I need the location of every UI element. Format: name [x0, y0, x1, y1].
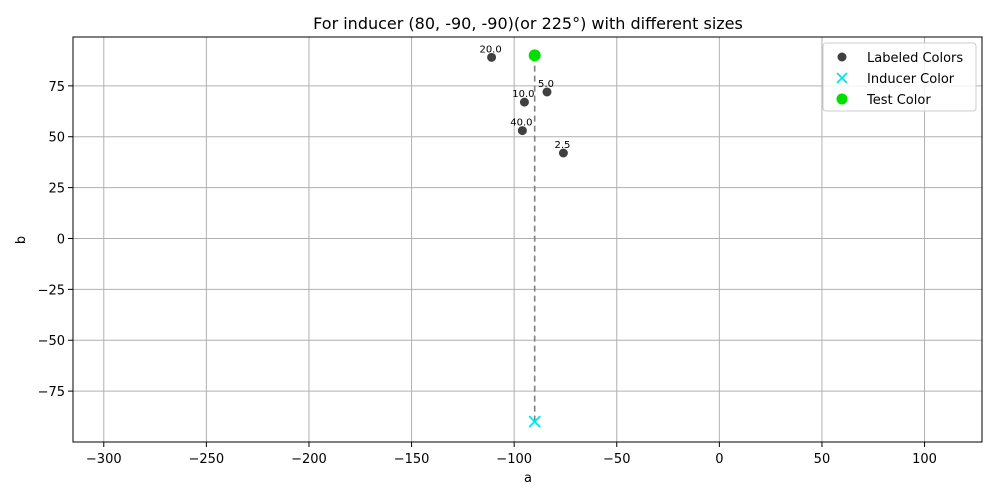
legend-box: [822, 42, 977, 112]
labeled-color-point: [517, 126, 527, 136]
legend-label: Labeled Colors: [867, 51, 963, 66]
point-label: 40.0: [510, 118, 532, 129]
x-tick-label: −50: [603, 452, 630, 467]
point-label: 10.0: [512, 89, 534, 100]
x-tick-label: −250: [189, 452, 225, 467]
labeled-color-point: [487, 52, 497, 62]
data-marks: 20.0 5.0 10.0 40.0 2.5: [479, 44, 570, 428]
point-label: 5.0: [538, 79, 554, 90]
legend-marker: [836, 72, 848, 84]
x-tick-label: 50: [814, 452, 831, 467]
x-axis-label: a: [524, 471, 532, 486]
x-tick-label: −200: [291, 452, 327, 467]
y-tick-label: 50: [48, 131, 65, 146]
legend-marker: [836, 93, 848, 105]
test-color-point: [528, 49, 541, 62]
y-tick-label: 75: [48, 80, 65, 95]
point-label: 2.5: [554, 140, 570, 151]
x-tick-label: −150: [394, 452, 430, 467]
labeled-color-point: [542, 87, 552, 97]
axis-ticks: −300 −250 −200 −150 −100 −50 0 50 100−75−50−2502…: [38, 80, 937, 467]
plot-frame: [72, 36, 983, 443]
x-tick-label: −300: [86, 452, 122, 467]
legend-marker: [837, 52, 847, 62]
labeled-color-point: [558, 148, 568, 158]
x-tick-label: 0: [715, 452, 723, 467]
x-tick-label: −100: [496, 452, 532, 467]
y-tick-label: 0: [57, 232, 65, 247]
grid: [73, 37, 982, 442]
chart-title: For inducer (80, -90, -90)(or 225°) with…: [313, 14, 743, 33]
y-tick-label: −25: [38, 283, 65, 298]
x-tick-label: 100: [912, 452, 937, 467]
legend: Labeled Colors Inducer Color Test Color: [822, 42, 977, 112]
inducer-color-marker: [528, 415, 541, 428]
labeled-color-point: [519, 97, 529, 107]
legend-label: Inducer Color: [867, 72, 955, 87]
y-tick-label: 25: [48, 182, 65, 197]
y-tick-label: −50: [38, 334, 65, 349]
y-axis-label: b: [14, 236, 29, 244]
point-label: 20.0: [479, 44, 501, 55]
y-tick-label: −75: [38, 385, 65, 400]
legend-label: Test Color: [866, 93, 931, 108]
